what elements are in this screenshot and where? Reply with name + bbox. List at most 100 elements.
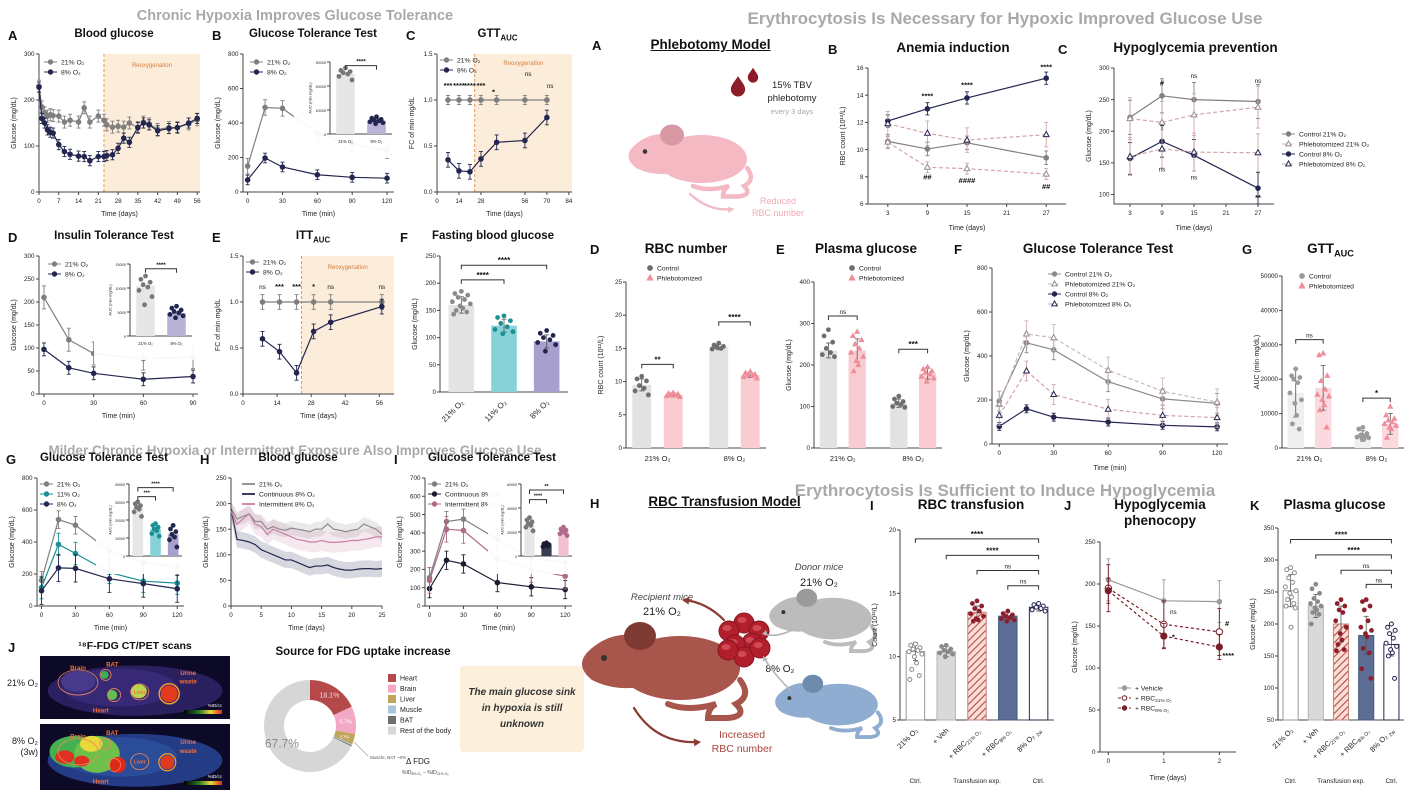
svg-text:0.5: 0.5 (424, 143, 433, 150)
svg-text:27: 27 (1043, 210, 1051, 217)
pet-scan-images: Brain BAT Heart Liver Urine waste %ID/cc Brain B… (40, 656, 230, 790)
svg-text:300: 300 (24, 253, 35, 260)
svg-text:700: 700 (410, 475, 421, 482)
svg-text:21% O₂: 21% O₂ (457, 57, 481, 64)
svg-text:+ Veh: + Veh (931, 726, 951, 746)
section-title-milder-hypoxia: Milder Chronic Hypoxia or Intermittent E… (48, 443, 542, 458)
svg-text:ns: ns (1191, 73, 1198, 80)
svg-text:Continuous 8% O₂: Continuous 8% O₂ (259, 491, 315, 498)
svg-text:Glucose (mg/dL): Glucose (mg/dL) (11, 97, 18, 149)
svg-text:56: 56 (194, 198, 202, 205)
svg-text:30: 30 (460, 612, 468, 619)
svg-text:ns: ns (1159, 167, 1166, 174)
svg-text:20000: 20000 (507, 531, 517, 535)
svg-text:42: 42 (154, 198, 162, 205)
svg-text:1.0: 1.0 (424, 97, 433, 104)
svg-text:*: * (312, 282, 315, 291)
svg-text:Urine: Urine (180, 670, 196, 677)
svg-text:%ID/cc: %ID/cc (208, 774, 223, 779)
svg-text:8% O₂: 8% O₂ (65, 271, 85, 278)
svg-text:100: 100 (799, 404, 810, 411)
panel-letter-c-left: C (406, 28, 416, 43)
svg-text:0: 0 (428, 612, 432, 619)
svg-text:0.0: 0.0 (230, 391, 239, 398)
svg-text:21% O₂: 21% O₂ (267, 59, 291, 66)
svg-text:3.7%: 3.7% (340, 734, 350, 739)
svg-text:400: 400 (22, 539, 33, 546)
svg-text:100: 100 (1263, 685, 1274, 692)
svg-text:120: 120 (560, 612, 571, 619)
svg-text:8% O₂: 8% O₂ (528, 398, 551, 421)
svg-text:Control 21% O₂: Control 21% O₂ (1299, 131, 1347, 138)
svg-text:21% O₂: 21% O₂ (57, 481, 81, 488)
svg-text:ns: ns (259, 284, 266, 291)
itt-chart: 0 50 100 150 200 250 300 0 30 60 90 Glucose (mg/dL)… (11, 252, 198, 420)
svg-text:21% O₂: 21% O₂ (259, 481, 283, 488)
gtt-chart-left: 0 200 400 600 800 0 30 60 90 120 Glucose (mg/dL) Ti… (215, 50, 398, 218)
svg-text:8% O₂: 8% O₂ (457, 67, 477, 74)
svg-text:Time (min): Time (min) (1093, 465, 1126, 472)
svg-text:21% O₂: 21% O₂ (61, 59, 85, 66)
svg-text:Glucose (mg/dL): Glucose (mg/dL) (215, 97, 222, 149)
svg-text:8% O₂: 8% O₂ (902, 454, 924, 463)
panel-title-gtt-milder: Glucose Tolerance Test (39, 452, 169, 464)
svg-text:200: 200 (799, 362, 810, 369)
svg-text:600: 600 (228, 86, 239, 93)
svg-text:3: 3 (886, 210, 890, 217)
svg-text:Continuous 8% O₂: Continuous 8% O₂ (445, 491, 501, 498)
svg-text:Phlebotomized 8% O₂: Phlebotomized 8% O₂ (1065, 301, 1132, 308)
svg-text:600: 600 (977, 309, 988, 316)
svg-text:Muscle: Muscle (400, 707, 422, 714)
svg-text:Phlebotomized 21% O₂: Phlebotomized 21% O₂ (1065, 281, 1136, 288)
gtt-title-right: Glucose Tolerance Test (1022, 241, 1174, 256)
svg-text:21% O₂: 21% O₂ (643, 606, 681, 618)
svg-text:BAT: BAT (106, 662, 118, 669)
svg-text:AUC (min·mg/dL): AUC (min·mg/dL) (501, 505, 505, 535)
svg-text:Glucose (mg/dL): Glucose (mg/dL) (412, 298, 419, 350)
anemia-induction-title: Anemia induction (896, 40, 1010, 55)
svg-text:35: 35 (134, 198, 142, 205)
svg-text:200: 200 (24, 97, 35, 104)
svg-text:250: 250 (1099, 97, 1110, 104)
svg-text:10: 10 (615, 379, 623, 386)
svg-text:120: 120 (1212, 450, 1223, 457)
svg-text:0.0: 0.0 (424, 189, 433, 196)
svg-text:Ctrl.: Ctrl. (1385, 778, 1397, 785)
svg-text:20000: 20000 (1260, 376, 1278, 383)
svg-text:14: 14 (856, 92, 864, 99)
svg-text:10000: 10000 (315, 109, 326, 113)
svg-text:250: 250 (425, 253, 436, 260)
svg-text:0: 0 (432, 389, 436, 396)
phlebotomy-illustration: 15% TBV phlebotomy every 3 days Reduced RBC … (628, 67, 817, 218)
svg-text:300: 300 (24, 51, 35, 58)
panel-letter-g-right: G (1242, 242, 1253, 257)
svg-text:##: ## (923, 173, 932, 182)
svg-text:+ RBC21% O₂: + RBC21% O₂ (1135, 695, 1172, 703)
svg-text:RBC count (10¹²/L): RBC count (10¹²/L) (598, 336, 605, 395)
svg-text:#: # (1160, 79, 1165, 88)
svg-text:****: **** (453, 81, 465, 90)
svg-text:Urine: Urine (180, 739, 196, 746)
gtt-auc-chart-right: 0 10000 20000 30000 40000 50000 AUC (min·mg/dL… (1254, 273, 1404, 463)
svg-text:Glucose (mg/dL): Glucose (mg/dL) (964, 330, 971, 382)
svg-text:1.5: 1.5 (230, 253, 239, 260)
svg-text:**: ** (654, 355, 661, 364)
svg-text:%ID8% O₂ − %ID21% O₂: %ID8% O₂ − %ID21% O₂ (402, 770, 449, 776)
svg-text:****: **** (1335, 531, 1348, 540)
svg-text:0: 0 (1092, 749, 1096, 756)
svg-text:0.5: 0.5 (230, 345, 239, 352)
plasma-glucose-title-e: Plasma glucose (814, 241, 918, 256)
svg-text:20000: 20000 (115, 519, 125, 523)
svg-text:30000: 30000 (315, 61, 326, 65)
svg-text:****: **** (1040, 62, 1052, 71)
svg-text:Increased: Increased (719, 729, 765, 741)
gtt-intermittent-chart: 0 100 200 300 400 500 600 700 0 30 60 90 120 Glucose … (397, 472, 578, 632)
svg-text:0: 0 (37, 198, 41, 205)
svg-text:14: 14 (274, 400, 282, 407)
svg-text:phlebotomy: phlebotomy (767, 93, 816, 104)
svg-text:Reduced: Reduced (760, 196, 796, 206)
svg-text:Liver: Liver (400, 697, 416, 704)
svg-text:****: **** (961, 81, 973, 90)
svg-text:Time (days): Time (days) (1150, 775, 1187, 782)
svg-text:0: 0 (435, 198, 439, 205)
